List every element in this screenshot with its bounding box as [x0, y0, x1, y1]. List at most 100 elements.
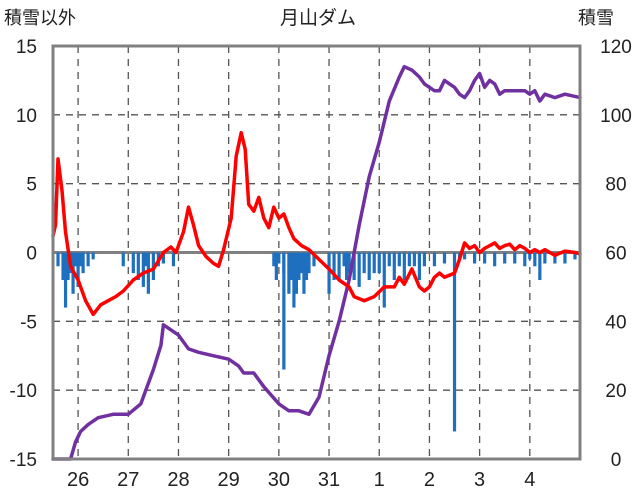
precip-bar	[274, 252, 278, 281]
precip-bar	[282, 252, 286, 370]
precip-bar	[302, 252, 306, 294]
precip-bar	[362, 252, 366, 274]
x-tick-label: 27	[117, 469, 139, 491]
precip-bar	[372, 252, 376, 274]
precip-bar	[387, 252, 391, 267]
precip-bar	[543, 252, 547, 264]
precip-bar	[277, 252, 281, 264]
left-tick-label: 10	[16, 106, 37, 127]
precip-bar	[357, 252, 361, 287]
series-lines	[51, 64, 582, 461]
precip-bar	[432, 252, 437, 267]
precip-bar	[407, 252, 411, 267]
right-tick-label: 0	[611, 450, 622, 471]
left-tick-label: 0	[26, 244, 37, 265]
right-tick-label: 20	[605, 381, 626, 402]
precip-bar	[493, 252, 497, 267]
precip-bar	[342, 252, 346, 267]
precip-bar	[483, 252, 487, 264]
x-tick-label: 2	[424, 469, 435, 491]
right-tick-label: 120	[600, 37, 632, 58]
precip-bar	[402, 252, 406, 281]
precip-bar	[412, 252, 416, 267]
precip-bar	[523, 252, 527, 267]
precip-bar	[146, 252, 150, 294]
left-tick-label: -10	[10, 381, 37, 402]
precip-bar	[337, 252, 341, 281]
precip-bar	[292, 252, 296, 308]
precip-bar	[73, 252, 78, 267]
precip-bar	[553, 252, 557, 264]
precip-bar	[382, 252, 386, 308]
precip-bar	[513, 252, 517, 264]
precip-bar	[79, 252, 83, 267]
chart-title: 月山ダム	[280, 7, 356, 29]
precip-bar	[294, 252, 299, 294]
precip-bar	[397, 252, 401, 267]
precip-bar	[573, 252, 577, 260]
precip-bar	[312, 252, 316, 267]
precip-bar	[367, 252, 371, 281]
right-axis-title: 積雪	[578, 8, 614, 28]
precip-bar	[81, 252, 85, 274]
x-tick-label: 31	[318, 469, 340, 491]
x-tick-label: 30	[268, 469, 290, 491]
precip-bar	[347, 252, 351, 274]
precip-bar	[533, 252, 537, 267]
precip-bar	[304, 252, 309, 281]
precip-bar	[56, 252, 60, 267]
precip-bar	[528, 252, 532, 260]
precip-bar	[538, 252, 542, 281]
precip-bar	[332, 252, 336, 281]
x-tick-label: 26	[67, 469, 89, 491]
precip-bar	[76, 252, 80, 287]
precip-bar	[377, 252, 381, 274]
snow-depth-line	[51, 64, 582, 461]
precip-bar	[289, 252, 294, 281]
precip-bar	[136, 252, 140, 281]
temperature-line	[51, 130, 582, 317]
precip-bar	[287, 252, 291, 294]
precip-bar	[91, 252, 95, 260]
right-tick-label: 40	[605, 312, 626, 333]
grid-lines	[53, 46, 580, 459]
precip-bar	[171, 252, 176, 267]
right-tick-label: 100	[600, 106, 632, 127]
precip-bar	[121, 252, 125, 267]
precip-bar	[503, 252, 507, 264]
left-tick-label: -5	[20, 312, 37, 333]
precip-bar	[462, 252, 467, 260]
precip-bar	[307, 252, 311, 274]
precip-bar	[161, 252, 166, 264]
precip-bar	[422, 252, 427, 267]
precip-bar	[563, 252, 567, 264]
precip-bar	[452, 252, 457, 432]
precip-bar	[442, 252, 447, 264]
left-tick-label: -15	[10, 450, 37, 471]
left-tick-label: 15	[16, 37, 37, 58]
precip-bar	[144, 252, 148, 267]
precip-bar	[473, 252, 477, 264]
precip-bar	[345, 252, 349, 281]
precip-bar	[417, 252, 421, 281]
x-tick-label: 3	[474, 469, 485, 491]
x-tick-label: 1	[374, 469, 385, 491]
precip-bar	[61, 252, 65, 281]
precip-bar	[86, 252, 90, 267]
precip-bar	[63, 252, 68, 308]
precip-bar	[66, 252, 70, 281]
left-axis-title: 積雪以外	[4, 8, 76, 28]
precip-bar	[327, 252, 331, 294]
right-tick-label: 60	[605, 244, 626, 265]
precip-bar	[352, 252, 356, 281]
x-tick-label: 28	[167, 469, 189, 491]
precip-bar	[131, 252, 135, 274]
right-tick-label: 80	[605, 175, 626, 196]
precip-bar	[392, 252, 396, 281]
left-tick-label: 5	[26, 175, 37, 196]
x-tick-label: 29	[218, 469, 240, 491]
precip-bar	[299, 252, 304, 274]
axis-labels: 15 10 5 0 -5 -10 -15 120 100 80 60 40 20 0 26 27 28 29 30 3…	[10, 37, 632, 491]
precip-bar	[297, 252, 301, 281]
